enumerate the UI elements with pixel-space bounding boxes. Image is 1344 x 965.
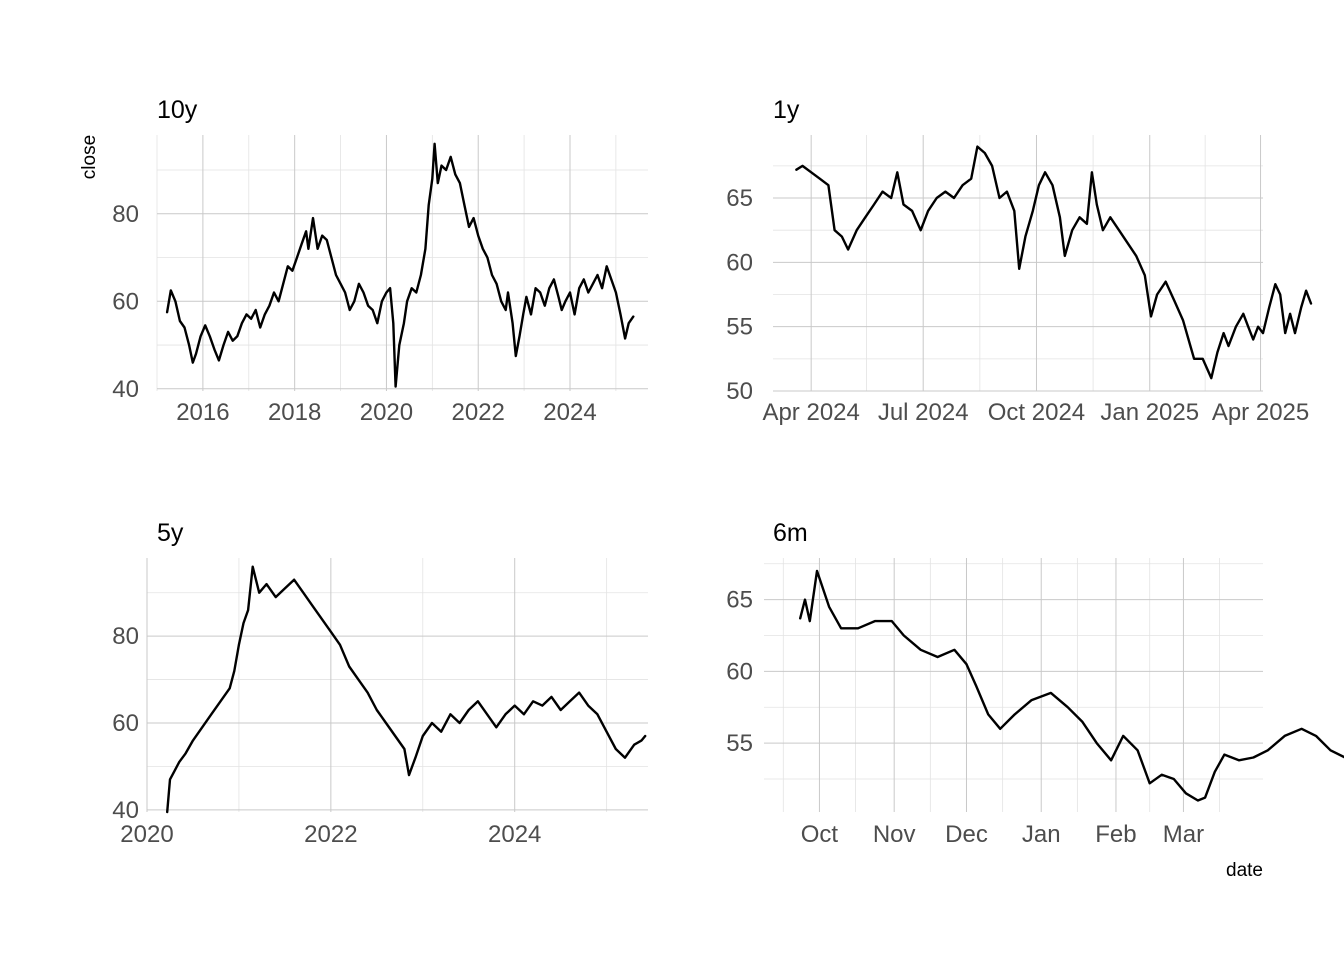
x-tick-label: Jan 2025 bbox=[1100, 399, 1199, 426]
y-tick-label: 60 bbox=[112, 710, 139, 737]
x-tick-label: Jan bbox=[1022, 821, 1061, 848]
x-tick-label: 2024 bbox=[543, 399, 596, 426]
y-tick-label: 60 bbox=[112, 288, 139, 315]
x-tick-label: Jul 2024 bbox=[878, 399, 969, 426]
y-tick-label: 40 bbox=[112, 797, 139, 824]
y-tick-label: 80 bbox=[112, 623, 139, 650]
x-tick-label: 2016 bbox=[176, 399, 229, 426]
series-line bbox=[795, 145, 1313, 380]
panel-title: 10y bbox=[157, 96, 198, 124]
x-tick-label: Nov bbox=[873, 821, 916, 848]
y-tick-label: 65 bbox=[726, 587, 753, 614]
series-line bbox=[165, 142, 635, 388]
x-tick-label: 2024 bbox=[488, 821, 541, 848]
series-line bbox=[799, 569, 1344, 802]
panel-5y: 2020 2022 2024 40 60 80 5y bbox=[112, 519, 648, 848]
x-tick-label: 2020 bbox=[360, 399, 413, 426]
y-tick-label: 55 bbox=[726, 314, 753, 341]
series-line bbox=[166, 565, 647, 814]
x-tick-label: 2022 bbox=[304, 821, 357, 848]
x-tick-label: 2020 bbox=[120, 821, 173, 848]
y-tick-label: 40 bbox=[112, 376, 139, 403]
panel-title: 1y bbox=[773, 96, 800, 124]
x-tick-label: Oct bbox=[801, 821, 839, 848]
panel-10y: 2016 2018 2020 2022 2024 40 60 80 10y close bbox=[79, 96, 648, 426]
y-tick-label: 50 bbox=[726, 378, 753, 405]
y-tick-label: 55 bbox=[726, 730, 753, 757]
y-tick-label: 65 bbox=[726, 185, 753, 212]
y-axis-title: close bbox=[79, 135, 100, 179]
panel-1y: Apr 2024 Jul 2024 Oct 2024 Jan 2025 Apr 2025… bbox=[726, 96, 1313, 426]
x-tick-label: Dec bbox=[945, 821, 988, 848]
panel-title: 5y bbox=[157, 519, 184, 547]
y-tick-label: 60 bbox=[726, 249, 753, 276]
y-tick-label: 80 bbox=[112, 201, 139, 228]
panel-title: 6m bbox=[773, 519, 808, 547]
panel-6m: Oct Nov Dec Jan Feb Mar 55 60 65 6m date bbox=[726, 519, 1344, 881]
x-tick-label: Oct 2024 bbox=[988, 399, 1085, 426]
x-tick-label: Feb bbox=[1095, 821, 1136, 848]
x-tick-label: Apr 2025 bbox=[1212, 399, 1309, 426]
x-tick-label: 2018 bbox=[268, 399, 321, 426]
x-tick-label: Apr 2024 bbox=[762, 399, 859, 426]
x-axis-title: date bbox=[1226, 860, 1263, 881]
y-tick-label: 60 bbox=[726, 658, 753, 685]
x-tick-label: 2022 bbox=[452, 399, 505, 426]
x-tick-label: Mar bbox=[1163, 821, 1204, 848]
